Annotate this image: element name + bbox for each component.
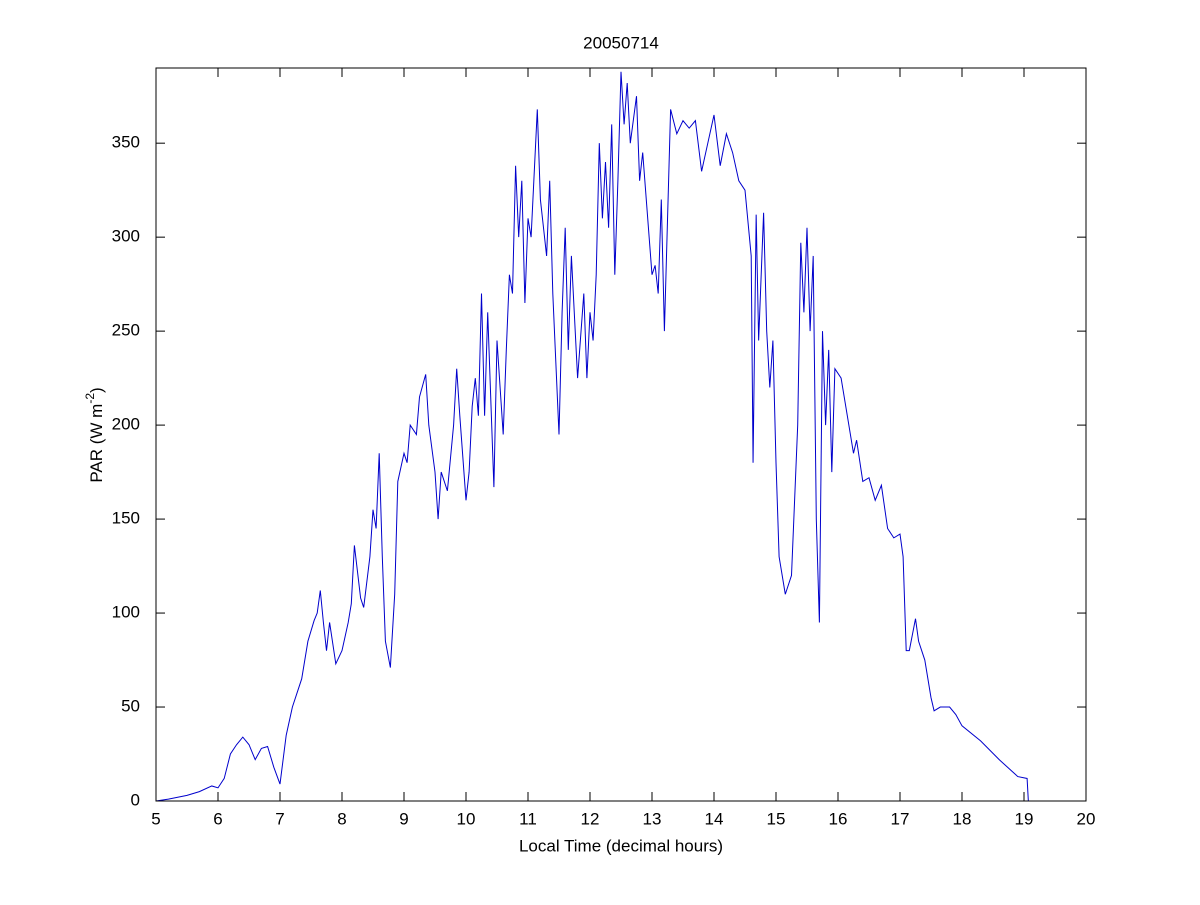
y-tick-label: 50 xyxy=(121,697,140,716)
x-tick-label: 14 xyxy=(705,809,724,828)
x-tick-label: 18 xyxy=(953,809,972,828)
x-tick-label: 20 xyxy=(1077,809,1096,828)
y-axis-label-part: ) xyxy=(87,387,106,393)
y-axis-label-sup: -2 xyxy=(83,393,97,404)
x-tick-label: 11 xyxy=(519,809,537,828)
x-tick-label: 8 xyxy=(337,809,346,828)
x-tick-label: 9 xyxy=(399,809,408,828)
x-tick-label: 16 xyxy=(829,809,848,828)
y-tick-label: 200 xyxy=(112,415,140,434)
plot-frame xyxy=(155,67,1087,802)
x-tick-label: 5 xyxy=(151,809,160,828)
y-tick-label: 100 xyxy=(112,603,140,622)
y-axis-label-part: PAR (W m xyxy=(87,404,106,483)
x-tick-label: 7 xyxy=(275,809,284,828)
chart-title: 20050714 xyxy=(583,33,659,52)
y-tick-label: 300 xyxy=(112,227,140,246)
x-axis-label: Local Time (decimal hours) xyxy=(519,836,723,855)
y-tick-label: 350 xyxy=(112,133,140,152)
x-tick-label: 10 xyxy=(457,809,476,828)
data-line xyxy=(155,71,1029,802)
x-tick-label: 19 xyxy=(1015,809,1034,828)
x-tick-label: 17 xyxy=(891,809,910,828)
x-tick-label: 15 xyxy=(767,809,786,828)
y-tick-label: 150 xyxy=(112,509,140,528)
y-axis-label: PAR (W m-2) xyxy=(83,387,106,482)
x-tick-label: 13 xyxy=(643,809,662,828)
y-tick-label: 0 xyxy=(131,790,140,809)
y-tick-label: 250 xyxy=(112,321,140,340)
x-tick-label: 12 xyxy=(581,809,600,828)
x-tick-label: 6 xyxy=(213,809,222,828)
